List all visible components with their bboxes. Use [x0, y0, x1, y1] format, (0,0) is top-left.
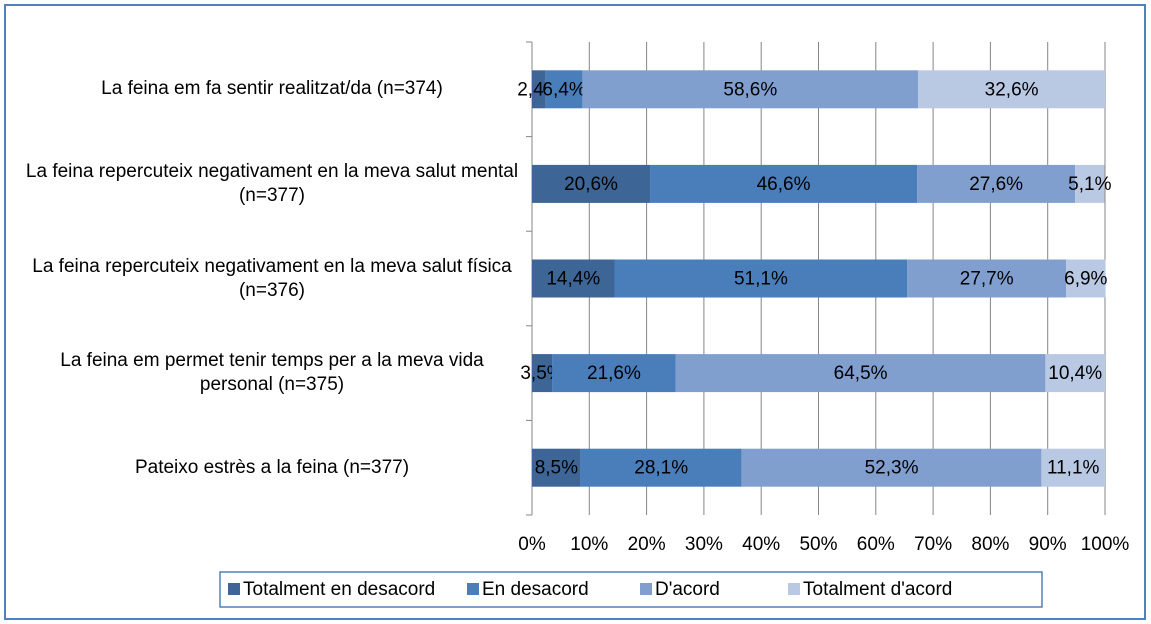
value-label: 10,4% [1048, 363, 1102, 384]
value-label: 14,4% [546, 269, 600, 290]
bar-segment [580, 448, 742, 487]
bar-segment [532, 259, 615, 298]
bar-segment [552, 354, 676, 393]
legend-box [219, 571, 1043, 608]
value-label: 58,6% [723, 79, 777, 100]
category-label: Pateixo estrès a la feina (n=377) [134, 456, 410, 478]
bar-segment [907, 259, 1067, 298]
value-label: 8,5% [535, 458, 578, 479]
bar-segment [614, 259, 908, 298]
x-tick-label: 20% [628, 534, 666, 555]
bar-segment [532, 448, 581, 487]
value-label: 46,6% [757, 174, 811, 195]
legend-marker [467, 583, 479, 595]
category-label: La feina repercuteix negativament en la … [25, 160, 519, 206]
value-label: 27,7% [960, 269, 1014, 290]
value-label: 21,6% [587, 363, 641, 384]
value-label: 27,6% [969, 174, 1023, 195]
x-tick-label: 100% [1081, 534, 1130, 555]
legend-label: D'acord [655, 579, 720, 600]
bar-segment [1045, 354, 1105, 393]
legend-marker [788, 583, 800, 595]
bar-segment [917, 164, 1076, 203]
x-tick-label: 70% [914, 534, 952, 555]
bar-segment [650, 164, 918, 203]
legend-marker [228, 583, 240, 595]
value-label: 20,6% [564, 174, 618, 195]
value-label: 52,3% [865, 458, 919, 479]
bar-segment [1075, 164, 1105, 203]
legend-label: En desacord [482, 579, 589, 600]
x-tick-label: 0% [518, 534, 546, 555]
bar-segment [675, 354, 1046, 393]
category-label: La feina em permet tenir temps per a la … [60, 350, 484, 396]
category-label: La feina repercuteix negativament en la … [32, 255, 512, 301]
bar-segment [532, 70, 546, 109]
x-tick-label: 50% [799, 534, 837, 555]
bar-segment [1041, 448, 1105, 487]
bar-segment [918, 70, 1105, 109]
bar-segment [582, 70, 919, 109]
bar-segment [532, 164, 651, 203]
category-label: La feina em fa sentir realitzat/da (n=37… [101, 78, 443, 100]
value-label: 51,1% [734, 269, 788, 290]
bar-segment [1066, 259, 1106, 298]
x-tick-label: 10% [570, 534, 608, 555]
legend-label: Totalment en desacord [243, 579, 435, 600]
x-tick-label: 60% [857, 534, 895, 555]
legend-marker [640, 583, 652, 595]
x-tick-label: 30% [685, 534, 723, 555]
value-label: 5,1% [1068, 174, 1111, 195]
value-label: 28,1% [634, 458, 688, 479]
legend-label: Totalment d'acord [803, 579, 952, 600]
value-label: 6,9% [1064, 269, 1107, 290]
chart-border [4, 4, 1146, 620]
bar-segment [532, 354, 553, 393]
bar-segment [545, 70, 583, 109]
x-tick-label: 80% [971, 534, 1009, 555]
value-label: 32,6% [985, 79, 1039, 100]
x-tick-label: 90% [1029, 534, 1067, 555]
value-label: 11,1% [1047, 458, 1100, 479]
value-label: 6,4% [542, 79, 585, 100]
value-label: 64,5% [834, 363, 888, 384]
bar-segment [741, 448, 1042, 487]
x-tick-label: 40% [742, 534, 780, 555]
